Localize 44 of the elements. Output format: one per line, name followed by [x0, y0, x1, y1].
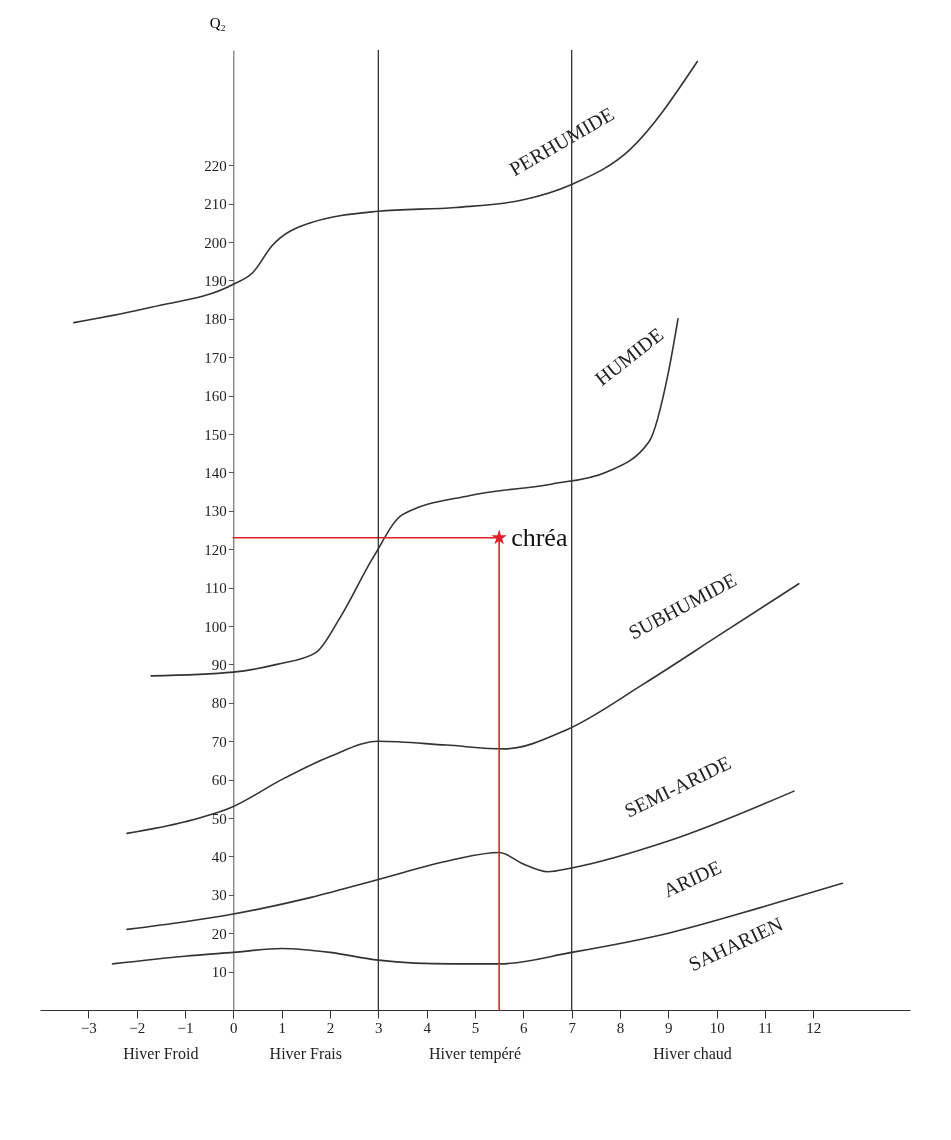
y-tick-label: 140 — [204, 464, 227, 481]
x-tick-label: 5 — [471, 1019, 480, 1036]
x-tick-label: 7 — [568, 1019, 577, 1036]
y-tick-label: 90 — [211, 656, 227, 673]
y-tick-label: 60 — [211, 772, 227, 789]
x-tick-label: 1 — [278, 1019, 286, 1036]
y-tick-label: 20 — [211, 925, 227, 942]
x-tick-label: −3 — [80, 1019, 97, 1036]
x-tick-label: −1 — [177, 1019, 194, 1036]
x-tick-label: 6 — [520, 1019, 529, 1036]
text: Hiver chaud — [653, 1045, 732, 1062]
y-tick-label: 70 — [211, 733, 227, 750]
y-tick-label: 200 — [204, 234, 227, 251]
y-tick-label: 150 — [204, 426, 227, 443]
y-tick-label: 180 — [204, 311, 227, 328]
y-tick-label: 110 — [204, 580, 227, 597]
y-tick-label: 10 — [211, 964, 227, 981]
y-tick-label: 170 — [204, 349, 227, 366]
y-tick-label: 220 — [204, 157, 227, 174]
text: Hiver Froid — [123, 1045, 199, 1062]
x-tick-label: 4 — [423, 1019, 432, 1036]
x-tick-label: 12 — [806, 1019, 822, 1036]
y-tick-label: 100 — [204, 618, 227, 635]
y-axis-title: Q₂ — [209, 14, 226, 31]
x-tick-label: 11 — [758, 1019, 773, 1036]
text: Hiver tempéré — [429, 1045, 521, 1063]
text: Hiver Frais — [269, 1045, 343, 1062]
y-tick-label: 120 — [204, 541, 227, 558]
y-tick-label: 50 — [211, 810, 227, 827]
x-tick-label: 2 — [326, 1019, 335, 1036]
y-tick-label: 30 — [211, 887, 227, 904]
x-tick-label: 9 — [665, 1019, 673, 1036]
x-tick-label: 0 — [230, 1019, 238, 1036]
x-tick-label: −2 — [129, 1019, 146, 1036]
y-tick-label: 80 — [211, 695, 227, 712]
y-tick-label: 210 — [204, 196, 227, 213]
series-label: chréa — [511, 522, 568, 552]
x-tick-label: 3 — [375, 1019, 383, 1036]
x-tick-label: 10 — [709, 1019, 725, 1036]
y-tick-label: 40 — [211, 848, 227, 865]
y-tick-label: 190 — [204, 272, 227, 289]
y-tick-label: 130 — [204, 503, 227, 520]
x-tick-label: 8 — [616, 1019, 625, 1036]
y-tick-label: 160 — [204, 388, 227, 405]
